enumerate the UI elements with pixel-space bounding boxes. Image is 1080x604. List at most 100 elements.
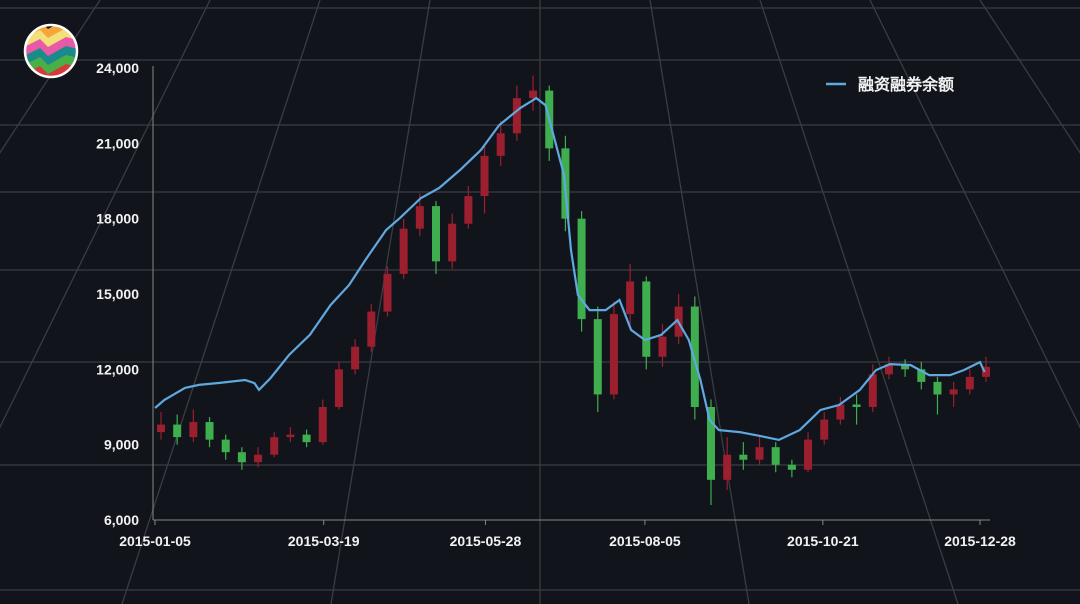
margin-balance-line xyxy=(154,96,986,442)
candle xyxy=(157,412,165,440)
grid-slanted-line xyxy=(330,0,431,604)
grid-slanted-line xyxy=(979,0,1080,154)
candle-body xyxy=(480,155,489,197)
grid-slanted-line xyxy=(649,0,750,604)
candle xyxy=(415,193,424,237)
candle-body xyxy=(949,389,958,395)
candle xyxy=(496,120,505,166)
candle-body xyxy=(593,319,602,395)
candle-body xyxy=(415,206,424,229)
candle xyxy=(836,396,845,425)
candle xyxy=(302,429,311,448)
candle xyxy=(270,432,279,458)
candle-body xyxy=(771,447,780,465)
candle-body xyxy=(448,223,457,262)
y-tick-label: 9,000 xyxy=(104,437,139,453)
candle-body xyxy=(820,419,829,440)
candle xyxy=(609,301,618,400)
grid-slanted-line xyxy=(0,0,211,429)
legend-label[interactable]: 融资融券余额 xyxy=(858,75,954,94)
candle-body xyxy=(367,311,376,347)
candle xyxy=(464,186,473,229)
candle-body xyxy=(399,228,408,274)
candle xyxy=(626,263,635,325)
candle xyxy=(334,361,343,410)
candle-body xyxy=(626,281,635,315)
candle xyxy=(529,75,538,111)
x-tick-label: 2015-10-21 xyxy=(787,533,859,549)
candle-body xyxy=(205,422,214,440)
candle xyxy=(723,437,732,490)
candle-body xyxy=(334,369,343,407)
candle xyxy=(949,381,958,407)
candle-body xyxy=(884,364,893,375)
candle-body xyxy=(237,452,246,463)
candle-body xyxy=(739,454,748,460)
candle-body xyxy=(432,206,440,262)
candle xyxy=(642,276,651,370)
candle xyxy=(707,399,715,505)
y-tick-labels: 6,000 9,000 12,000 15,000 18,000 21,000 24,000 xyxy=(96,60,139,528)
candle-body xyxy=(836,404,845,420)
legend[interactable]: 融资融券余额 xyxy=(826,75,954,94)
candle xyxy=(432,201,440,274)
candle xyxy=(173,414,182,445)
y-tick-label: 15,000 xyxy=(96,286,139,302)
candle xyxy=(739,442,748,470)
y-tick-label: 21,000 xyxy=(96,135,139,151)
candle xyxy=(318,399,327,445)
candle-body xyxy=(270,437,279,455)
candle xyxy=(351,339,360,375)
candle-body xyxy=(868,374,877,407)
candle-body xyxy=(933,381,942,395)
y-tick-label: 6,000 xyxy=(104,512,139,528)
candle xyxy=(852,394,861,425)
x-tick-label: 2015-01-05 xyxy=(119,533,191,549)
candle-body xyxy=(383,273,392,312)
candle xyxy=(771,442,780,473)
candle-body xyxy=(351,346,360,370)
candle-body xyxy=(982,366,990,377)
candle xyxy=(577,211,586,332)
logo-icon xyxy=(23,23,79,79)
candle xyxy=(917,361,926,390)
candle xyxy=(512,85,521,141)
candle xyxy=(933,376,942,415)
x-tick-label: 2015-08-05 xyxy=(609,533,681,549)
candle xyxy=(868,364,877,413)
candle-body xyxy=(254,454,263,463)
candle-body xyxy=(173,424,182,438)
candle-body xyxy=(787,464,796,470)
candle-body xyxy=(690,306,699,407)
candle-body xyxy=(723,454,732,480)
candle-body xyxy=(302,434,311,443)
candle-body xyxy=(496,133,505,156)
candle xyxy=(189,409,198,443)
candle xyxy=(286,427,295,443)
candle-body xyxy=(804,439,813,470)
candle xyxy=(982,356,990,382)
candle-body xyxy=(707,407,715,480)
candle-body xyxy=(464,196,473,224)
x-tick-label: 2015-03-19 xyxy=(288,533,360,549)
candle xyxy=(755,437,764,465)
candle xyxy=(804,432,813,473)
candle xyxy=(221,434,230,460)
candle-body xyxy=(221,439,230,453)
candle-body xyxy=(529,90,538,99)
candle xyxy=(674,294,683,345)
candle-body xyxy=(189,422,198,438)
x-tick-label: 2015-05-28 xyxy=(450,533,522,549)
candle-body xyxy=(157,424,165,433)
candle xyxy=(205,417,214,448)
candle xyxy=(254,447,263,468)
y-tick-label: 24,000 xyxy=(96,60,139,76)
candle xyxy=(367,304,376,352)
grid-slanted-line xyxy=(0,0,101,154)
x-tick-labels: 2015-01-05 2015-03-19 2015-05-28 2015-08-05… xyxy=(119,520,1016,549)
candle xyxy=(965,369,974,395)
candle-body xyxy=(965,376,974,390)
grid-slanted-line xyxy=(121,0,321,604)
candle-body xyxy=(901,364,910,370)
